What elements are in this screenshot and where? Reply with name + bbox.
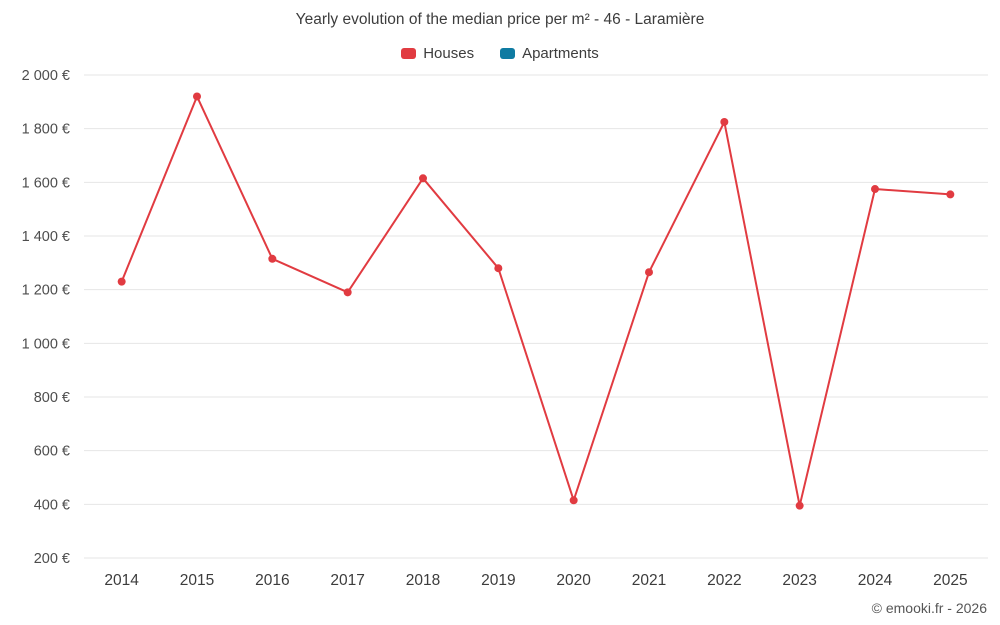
legend: Houses Apartments (0, 45, 1000, 62)
chart-title: Yearly evolution of the median price per… (295, 11, 705, 28)
x-axis-tick-label: 2024 (858, 572, 893, 589)
legend-item-houses[interactable]: Houses (401, 45, 474, 62)
x-axis-tick-label: 2014 (104, 572, 139, 589)
y-axis-tick-label: 1 800 € (22, 122, 70, 138)
y-axis-tick-label: 800 € (34, 390, 70, 406)
y-axis-tick-label: 200 € (34, 551, 70, 567)
legend-item-apartments[interactable]: Apartments (500, 45, 599, 62)
x-axis-tick-label: 2023 (782, 572, 816, 589)
data-point-houses-2024[interactable] (871, 185, 879, 194)
y-axis-tick-label: 600 € (34, 444, 70, 460)
y-axis-tick-label: 1 600 € (22, 175, 70, 191)
y-axis-tick-label: 400 € (34, 497, 70, 513)
data-point-houses-2016[interactable] (268, 254, 277, 263)
data-point-houses-2018[interactable] (419, 174, 427, 183)
x-axis-tick-label: 2020 (556, 572, 591, 589)
data-point-houses-2023[interactable] (795, 501, 804, 510)
data-point-houses-2025[interactable] (946, 190, 955, 199)
data-point-houses-2019[interactable] (494, 264, 503, 273)
legend-swatch (401, 48, 417, 59)
x-axis-tick-label: 2017 (330, 572, 364, 589)
data-point-houses-2020[interactable] (569, 496, 578, 505)
y-axis-tick-label: 1 200 € (22, 283, 70, 299)
data-point-houses-2021[interactable] (645, 268, 653, 277)
x-axis-tick-label: 2021 (632, 572, 666, 589)
footer-credit: © emooki.fr - 2026 (871, 600, 987, 616)
legend-swatch (500, 48, 516, 59)
data-point-houses-2022[interactable] (720, 117, 729, 126)
x-axis-tick-label: 2025 (933, 572, 967, 589)
legend-label: Houses (423, 45, 475, 62)
x-axis-tick-label: 2016 (255, 572, 289, 589)
y-axis-tick-label: 1 400 € (22, 229, 70, 245)
x-axis-tick-label: 2015 (180, 572, 214, 589)
series-line-houses (120, 95, 952, 507)
y-axis-tick-label: 2 000 € (22, 68, 70, 84)
x-axis-tick-label: 2019 (481, 572, 515, 589)
y-axis-tick-label: 1 000 € (22, 336, 70, 352)
data-point-houses-2015[interactable] (193, 92, 201, 101)
data-point-houses-2014[interactable] (117, 277, 126, 286)
x-axis-tick-label: 2018 (406, 572, 440, 589)
data-point-houses-2017[interactable] (343, 288, 352, 297)
x-axis-tick-label: 2022 (707, 572, 741, 589)
legend-label: Apartments (522, 45, 599, 62)
